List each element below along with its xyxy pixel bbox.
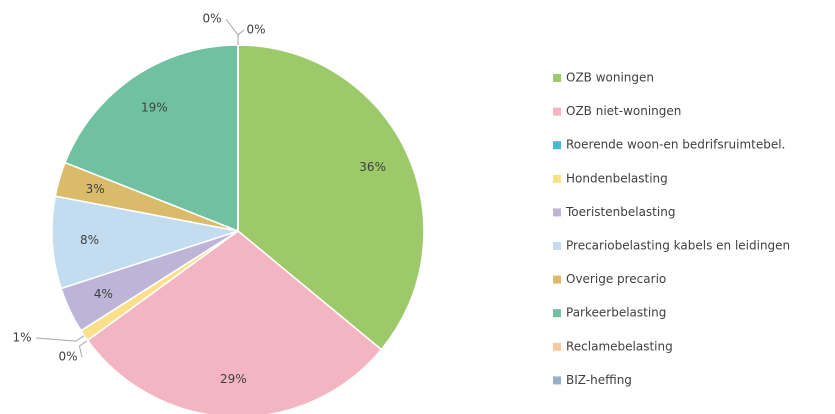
legend-swatch [553,74,561,82]
legend-swatch [553,208,561,217]
legend-label: OZB niet-woningen [566,104,681,118]
pie-slice [86,230,383,414]
leader-line [78,339,88,358]
legend-label: Precariobelasting kabels en leidingen [566,239,790,253]
data-label: 36% [359,160,386,174]
pie-slice [237,44,425,351]
legend-swatch [553,141,561,150]
data-label: 4% [94,287,113,301]
legend-label: Toeristenbelasting [565,205,675,219]
legend-swatch [553,376,561,385]
legend-label: OZB woningen [566,71,654,85]
legend-label: BIZ-heffing [566,373,632,387]
data-label: 3% [86,182,105,196]
leader-line [35,335,85,342]
legend-swatch [553,174,561,183]
pie-slice [64,44,239,233]
legend-label: Overige precario [566,272,666,286]
data-label: 8% [80,233,99,247]
pie-slice [51,195,239,290]
leader-line [237,29,245,45]
legend-label: Parkeerbelasting [566,306,666,320]
legend-swatch [553,309,561,318]
legend-label: Hondenbelasting [566,171,668,185]
legend-swatch [553,107,561,116]
leader-line [225,18,239,45]
data-label: 29% [220,372,247,386]
legend-swatch [553,275,561,284]
data-label: 0% [246,23,265,37]
legend-swatch [553,242,561,250]
data-label: 1% [12,331,31,345]
data-label: 0% [202,12,221,26]
legend-swatch [553,342,561,351]
data-label: 19% [141,100,168,114]
legend-label: Reclamebelasting [566,339,673,353]
legend-label: Roerende woon-en bedrifsruimtebel. [566,138,785,152]
data-label: 0% [58,350,77,364]
